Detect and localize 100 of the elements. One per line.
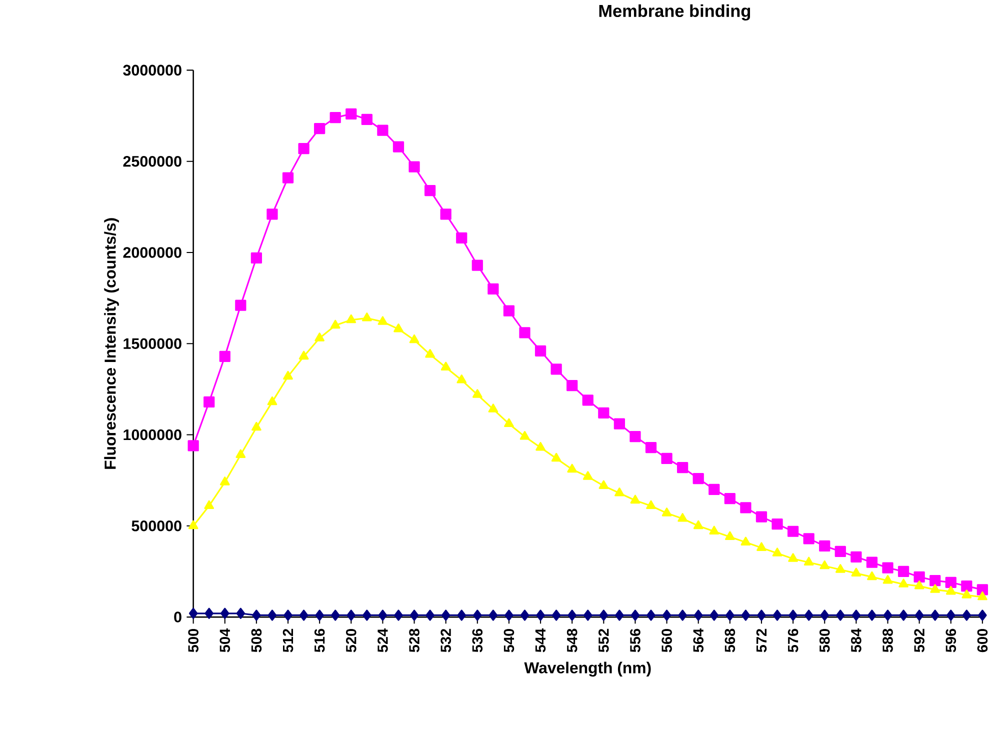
point xyxy=(945,576,956,588)
point xyxy=(235,300,246,311)
point xyxy=(820,610,829,621)
point xyxy=(298,350,309,360)
point xyxy=(804,610,814,621)
x-tick-label: 552 xyxy=(598,628,609,652)
point xyxy=(678,512,688,522)
point xyxy=(314,332,324,342)
point xyxy=(488,404,498,412)
point xyxy=(710,610,719,621)
point xyxy=(330,610,340,621)
x-tick-label: 504 xyxy=(220,628,230,652)
x-tick-label: 592 xyxy=(914,628,924,652)
point xyxy=(362,312,372,322)
point xyxy=(804,556,814,566)
point xyxy=(976,584,988,596)
point xyxy=(882,574,893,584)
point xyxy=(868,610,876,621)
point xyxy=(898,578,908,588)
point xyxy=(503,305,515,316)
point xyxy=(598,407,610,418)
point xyxy=(283,370,293,380)
point xyxy=(788,553,798,562)
x-tick-label: 568 xyxy=(724,628,736,652)
point xyxy=(219,350,230,362)
point xyxy=(550,363,562,375)
point xyxy=(898,566,910,577)
point xyxy=(787,526,799,537)
point xyxy=(694,610,703,621)
point xyxy=(930,574,941,586)
point xyxy=(378,316,388,325)
point xyxy=(740,502,752,514)
point xyxy=(930,610,940,621)
point xyxy=(282,172,294,184)
point xyxy=(394,323,404,332)
point xyxy=(204,396,215,408)
point xyxy=(914,571,925,582)
point xyxy=(534,345,546,356)
point xyxy=(188,520,198,529)
y-tick-label: 2500000 xyxy=(123,156,182,167)
point xyxy=(346,108,357,120)
x-tick-label: 508 xyxy=(251,628,262,652)
point xyxy=(362,610,372,621)
x-tick-label: 584 xyxy=(851,628,862,652)
point xyxy=(426,610,434,621)
point xyxy=(946,586,956,595)
x-tick-label: 540 xyxy=(504,628,514,652)
point xyxy=(614,487,624,496)
point xyxy=(582,394,594,406)
point xyxy=(836,610,845,621)
point xyxy=(284,610,292,621)
point xyxy=(914,610,924,621)
point xyxy=(456,374,467,384)
point xyxy=(299,610,308,621)
point xyxy=(520,610,530,621)
point xyxy=(772,548,782,556)
x-tick-label: 596 xyxy=(946,628,956,652)
y-tick-label: 500000 xyxy=(132,520,182,532)
point xyxy=(346,610,356,621)
point xyxy=(472,260,483,271)
point xyxy=(883,610,892,621)
point xyxy=(693,520,704,529)
point xyxy=(346,314,356,323)
point xyxy=(615,610,624,621)
point xyxy=(978,591,988,600)
point xyxy=(536,442,546,451)
point xyxy=(188,440,199,452)
point xyxy=(536,610,545,621)
point xyxy=(377,124,388,136)
x-tick-label: 516 xyxy=(314,628,325,652)
point xyxy=(962,590,972,598)
point xyxy=(866,556,878,568)
point xyxy=(962,610,972,621)
point xyxy=(756,511,768,522)
point xyxy=(440,362,451,370)
point xyxy=(456,232,468,244)
x-tick-label: 560 xyxy=(662,628,672,652)
point xyxy=(726,610,734,621)
point xyxy=(661,452,672,464)
point xyxy=(899,610,908,621)
point xyxy=(740,536,751,546)
point xyxy=(834,546,846,557)
y-tick-label: 0 xyxy=(174,612,182,622)
point xyxy=(552,610,561,621)
point xyxy=(598,480,609,489)
point xyxy=(584,610,592,621)
point xyxy=(678,610,687,621)
point xyxy=(946,610,956,621)
point xyxy=(961,580,972,592)
point xyxy=(820,560,830,570)
point xyxy=(709,526,720,534)
point xyxy=(566,380,578,392)
point xyxy=(741,610,750,621)
point xyxy=(488,283,499,294)
x-tick-label: 556 xyxy=(630,628,640,652)
point xyxy=(519,327,530,338)
point xyxy=(252,422,262,431)
point xyxy=(850,551,862,562)
x-tick-label: 524 xyxy=(378,628,388,652)
point xyxy=(378,610,388,621)
